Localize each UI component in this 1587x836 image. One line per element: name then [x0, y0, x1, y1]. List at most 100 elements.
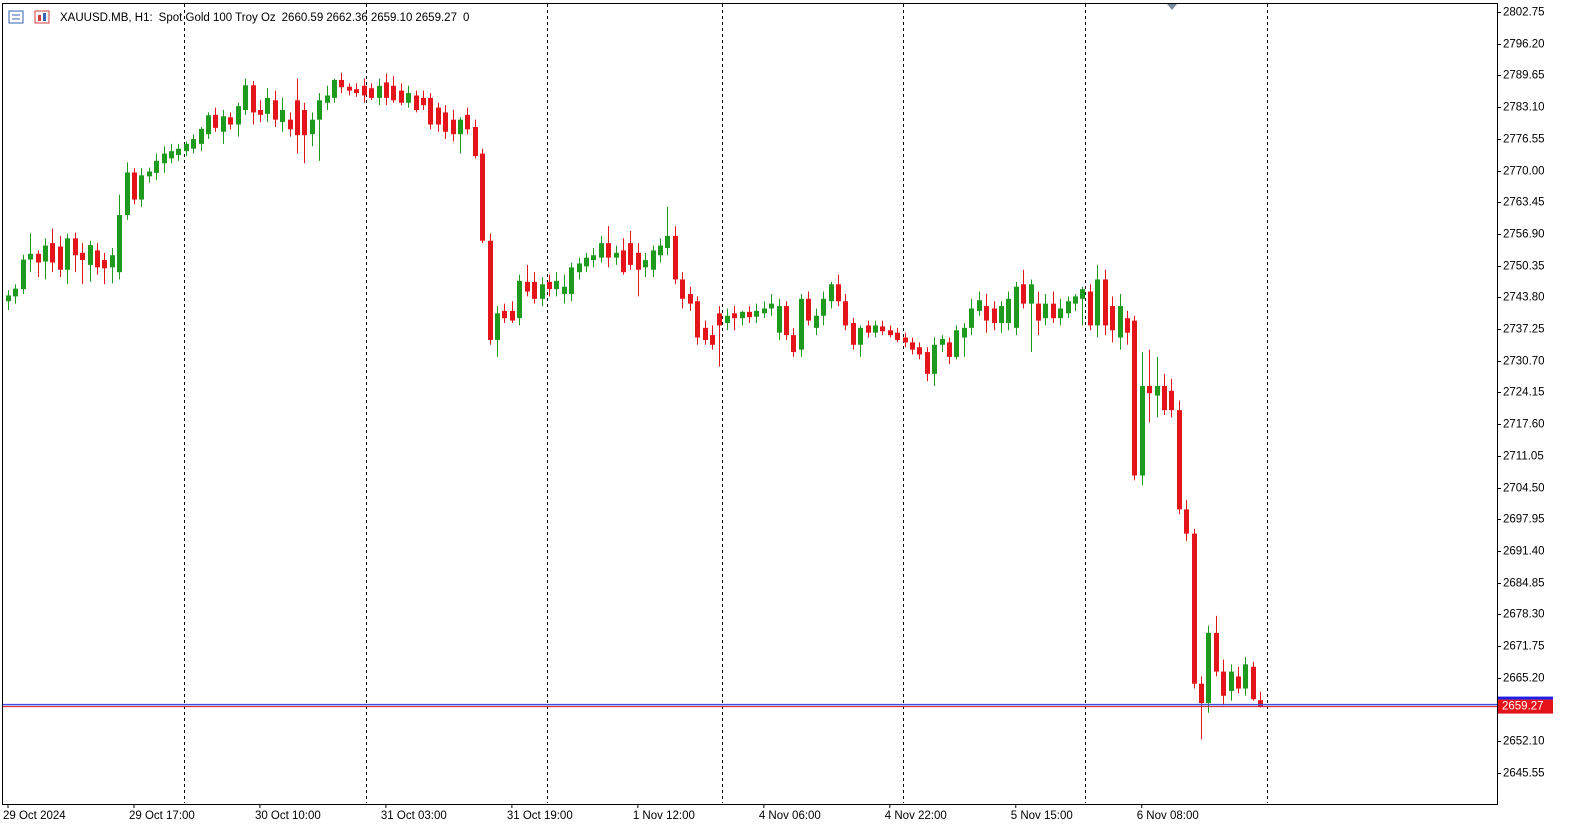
y-tick-label: 2711.05: [1503, 451, 1544, 463]
candle-body: [251, 85, 256, 113]
candle-body: [791, 335, 796, 353]
candle-body: [310, 119, 315, 135]
candle-body: [651, 250, 656, 270]
candle-body: [754, 310, 759, 317]
x-tick-label: 29 Oct 2024: [3, 810, 66, 822]
candle-body: [577, 263, 582, 273]
candle-body: [414, 95, 419, 110]
header: XAUUSD.MB, H1: Spot Gold 100 Troy Oz 2660.…: [8, 10, 469, 24]
candle-body: [591, 255, 596, 261]
candle-body: [280, 109, 285, 123]
candle-body: [6, 295, 11, 302]
candle-body: [784, 306, 789, 336]
candle-body: [658, 245, 663, 256]
candle-body: [147, 171, 152, 177]
candle-body: [525, 281, 530, 292]
y-tick-label: 2691.40: [1503, 546, 1545, 558]
candle-body: [132, 172, 137, 200]
candle-body: [199, 128, 204, 144]
x-tick-label: 29 Oct 17:00: [129, 810, 195, 822]
candle-body: [65, 238, 70, 270]
candle-body: [599, 243, 604, 258]
candle-body: [36, 253, 41, 263]
candle-body: [947, 342, 952, 357]
candle-body: [139, 175, 144, 200]
y-tick-label: 2737.25: [1503, 324, 1545, 336]
y-tick-label: 2776.55: [1503, 134, 1545, 146]
candle-body: [154, 160, 159, 173]
candle-body: [532, 281, 537, 299]
candle-body: [1177, 410, 1182, 510]
candle-body: [406, 93, 411, 103]
candle-body: [102, 260, 107, 269]
candle-body: [836, 284, 841, 302]
chart-icon[interactable]: [8, 10, 24, 24]
candle-body: [206, 115, 211, 135]
x-tick-label: 30 Oct 10:00: [255, 810, 321, 822]
y-tick-label: 2717.60: [1503, 419, 1545, 431]
candle-body: [117, 215, 122, 273]
low-value: 2659.10: [371, 12, 413, 24]
candle-body: [917, 347, 922, 355]
candle-body: [769, 303, 774, 309]
candle-body: [28, 253, 33, 260]
candle-body: [932, 344, 937, 374]
candle-body: [1236, 676, 1241, 689]
candle-body: [562, 286, 567, 294]
candle-body: [1080, 289, 1085, 299]
candle-body: [517, 280, 522, 319]
candle-body: [777, 306, 782, 333]
candle-body: [940, 338, 945, 345]
candle-body: [1206, 632, 1211, 704]
candle-body: [665, 235, 670, 248]
candle-body: [421, 97, 426, 106]
candle-body: [88, 245, 93, 265]
candle-body: [799, 298, 804, 350]
candle-body: [643, 260, 648, 268]
candle-body: [1214, 632, 1219, 672]
shift-marker[interactable]: [1167, 4, 1177, 10]
candle-body: [680, 279, 685, 299]
candle-body: [265, 97, 270, 114]
bars-icon[interactable]: [34, 10, 50, 24]
price-label-box: [1498, 699, 1553, 714]
candle-body: [1132, 320, 1137, 476]
candle-body: [288, 119, 293, 130]
candle-body: [162, 153, 167, 164]
icon-detail: [38, 15, 41, 21]
candle-body: [110, 255, 115, 268]
volume: 0: [463, 12, 469, 24]
high-value: 2662.36: [326, 12, 368, 24]
candle-body: [480, 153, 485, 241]
candle-body: [1125, 318, 1130, 333]
x-tick-label: 5 Nov 15:00: [1011, 810, 1073, 822]
candle-body: [806, 298, 811, 321]
candle-body: [1006, 298, 1011, 324]
candle-body: [377, 85, 382, 98]
candle-body: [895, 332, 900, 340]
candle-body: [925, 352, 930, 374]
candle-body: [465, 114, 470, 130]
candle-body: [673, 235, 678, 280]
candle-body: [725, 315, 730, 324]
candle-body: [829, 284, 834, 302]
candle-body: [843, 301, 848, 326]
candle-body: [1036, 303, 1041, 321]
candle-body: [717, 313, 722, 326]
candle-body: [339, 79, 344, 88]
candle-body: [1118, 306, 1123, 338]
y-tick-label: 2763.45: [1503, 197, 1545, 209]
x-tick-label: 1 Nov 12:00: [633, 810, 695, 822]
candle-body: [1014, 286, 1019, 328]
candle-body: [228, 117, 233, 125]
y-tick-label: 2783.10: [1503, 102, 1545, 114]
candle-body: [851, 323, 856, 345]
candle-body: [747, 311, 752, 318]
candle-body: [347, 86, 352, 91]
candle-body: [1184, 509, 1189, 534]
candle-body: [1162, 385, 1167, 411]
candle-body: [614, 252, 619, 258]
candle-body: [1029, 284, 1034, 304]
